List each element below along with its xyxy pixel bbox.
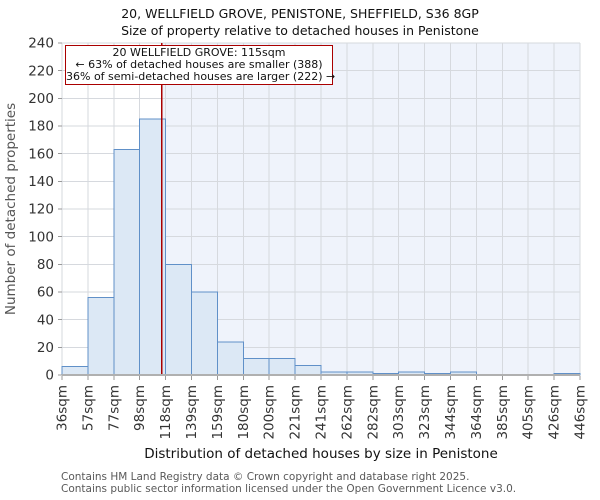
x-tick-label: 241sqm bbox=[314, 385, 330, 440]
x-tick-label: 405sqm bbox=[521, 385, 537, 440]
y-tick-label: 0 bbox=[45, 368, 54, 384]
x-tick-label: 139sqm bbox=[184, 385, 200, 440]
x-tick-label: 303sqm bbox=[391, 385, 407, 440]
bar bbox=[113, 149, 141, 376]
y-tick-label: 60 bbox=[37, 285, 54, 301]
y-tick-label: 220 bbox=[28, 63, 54, 79]
annotation-smaller: ← 63% of detached houses are smaller (38… bbox=[75, 58, 323, 71]
y-tick-labels: 0 20 40 60 80 100 120 140 160 180 200 220 240 bbox=[28, 36, 54, 384]
x-tick-label: 159sqm bbox=[210, 385, 226, 440]
annotation-larger: 36% of semi-detached houses are larger (… bbox=[66, 70, 336, 83]
bar bbox=[165, 263, 193, 376]
y-tick-label: 240 bbox=[28, 36, 54, 52]
x-tick-label: 364sqm bbox=[469, 385, 485, 440]
footer-line-2: Contains public sector information licen… bbox=[61, 482, 517, 495]
x-tick-label: 262sqm bbox=[339, 385, 355, 440]
tick-marks bbox=[58, 42, 581, 380]
chart-header: 20, WELLFIELD GROVE, PENISTONE, SHEFFIEL… bbox=[0, 5, 600, 39]
x-tick-label: 36sqm bbox=[55, 385, 71, 431]
x-tick-label: 98sqm bbox=[132, 385, 148, 431]
bar bbox=[268, 357, 296, 376]
bar bbox=[61, 366, 89, 376]
footer-line-1: Contains HM Land Registry data © Crown c… bbox=[61, 471, 470, 483]
x-tick-label: 282sqm bbox=[365, 385, 381, 440]
chart-subtitle: Size of property relative to detached ho… bbox=[121, 23, 479, 38]
y-tick-label: 200 bbox=[28, 91, 54, 107]
bar bbox=[216, 341, 244, 376]
x-tick-label: 200sqm bbox=[262, 385, 278, 440]
bar bbox=[191, 291, 218, 376]
x-tick-label: 385sqm bbox=[495, 385, 511, 440]
y-tick-label: 120 bbox=[28, 202, 54, 218]
y-axis-title: Number of detached properties bbox=[3, 103, 19, 315]
x-tick-label: 344sqm bbox=[443, 385, 459, 440]
y-tick-label: 40 bbox=[37, 312, 54, 328]
x-tick-label: 221sqm bbox=[288, 385, 304, 440]
x-axis-title: Distribution of detached houses by size … bbox=[144, 446, 498, 462]
y-tick-label: 140 bbox=[28, 174, 54, 190]
y-tick-label: 20 bbox=[37, 340, 54, 356]
bar bbox=[294, 364, 322, 376]
x-tick-label: 446sqm bbox=[573, 385, 589, 440]
x-tick-label: 323sqm bbox=[417, 385, 433, 440]
bar bbox=[87, 297, 115, 376]
x-tick-labels: 36sqm 57sqm 77sqm 98sqm 118sqm 139sqm 159sqm 18… bbox=[55, 385, 589, 440]
y-tick-label: 160 bbox=[28, 146, 54, 162]
y-tick-label: 180 bbox=[28, 119, 54, 135]
x-tick-label: 118sqm bbox=[158, 385, 174, 440]
x-tick-label: 180sqm bbox=[236, 385, 252, 440]
annotation-box: 20 WELLFIELD GROVE: 115sqm ← 63% of deta… bbox=[65, 45, 336, 85]
footer: Contains HM Land Registry data © Crown c… bbox=[61, 471, 517, 495]
annotation-property: 20 WELLFIELD GROVE: 115sqm bbox=[112, 46, 286, 59]
x-tick-label: 77sqm bbox=[106, 385, 122, 431]
x-tick-label: 57sqm bbox=[80, 385, 96, 431]
y-tick-label: 100 bbox=[28, 229, 54, 245]
chart-title: 20, WELLFIELD GROVE, PENISTONE, SHEFFIEL… bbox=[121, 6, 479, 21]
y-tick-label: 80 bbox=[37, 257, 54, 273]
bar bbox=[242, 357, 270, 376]
x-tick-label: 426sqm bbox=[547, 385, 563, 440]
